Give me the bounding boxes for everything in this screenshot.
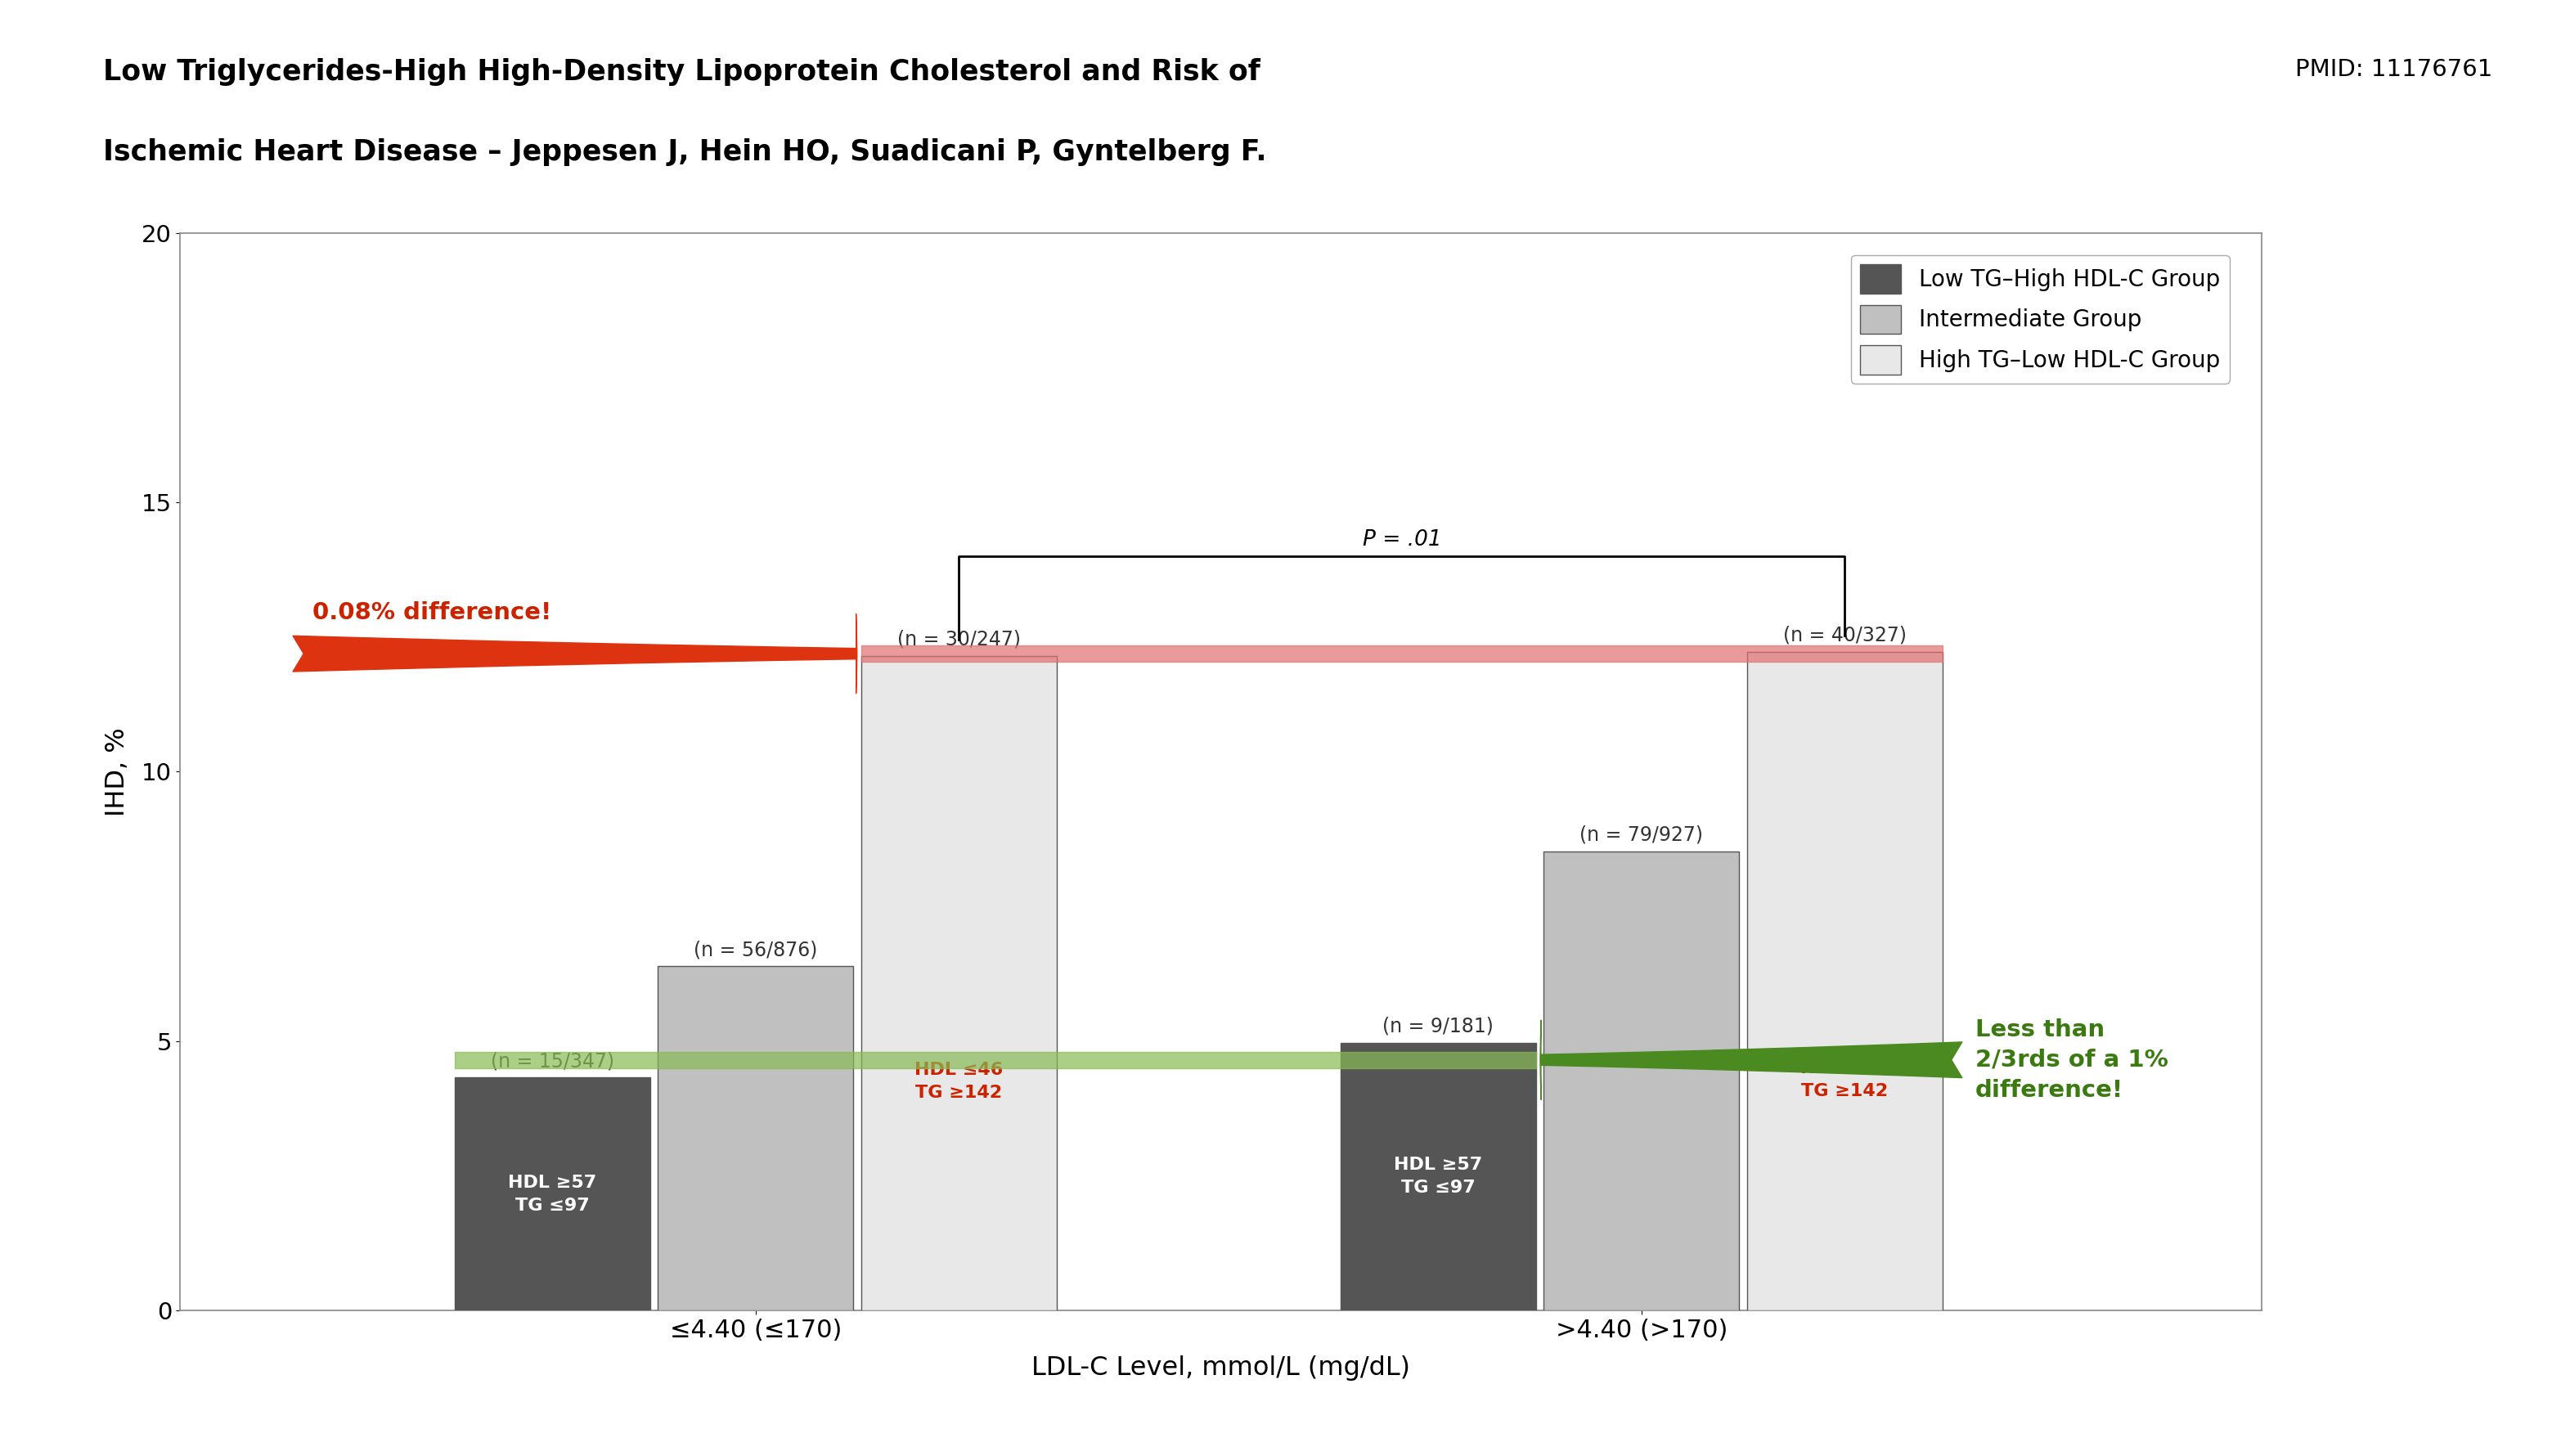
Text: Less than
2/3rds of a 1%
difference!: Less than 2/3rds of a 1% difference!	[1976, 1018, 2169, 1101]
Text: HDL ≤46
TG ≥142: HDL ≤46 TG ≥142	[1802, 1060, 1889, 1099]
Bar	[1748, 651, 1943, 1310]
Text: Ischemic Heart Disease – Jeppesen J, Hein HO, Suadicani P, Gyntelberg F.: Ischemic Heart Disease – Jeppesen J, Hei…	[103, 138, 1267, 166]
Text: 0.08% difference!: 0.08% difference!	[314, 601, 553, 625]
Text: P = .01: P = .01	[1362, 530, 1442, 550]
Y-axis label: IHD, %: IHD, %	[105, 727, 131, 817]
Text: (n = 40/327): (n = 40/327)	[1784, 626, 1907, 645]
Text: PMID: 11176761: PMID: 11176761	[2295, 58, 2493, 82]
Text: (n = 30/247): (n = 30/247)	[897, 630, 1020, 649]
Bar	[658, 967, 853, 1310]
Text: (n = 9/181): (n = 9/181)	[1383, 1016, 1493, 1037]
Text: (n = 79/927): (n = 79/927)	[1581, 826, 1704, 844]
Text: HDL ≥57
TG ≤97: HDL ≥57 TG ≤97	[509, 1175, 596, 1214]
X-axis label: LDL-C Level, mmol/L (mg/dL): LDL-C Level, mmol/L (mg/dL)	[1031, 1356, 1411, 1382]
Text: HDL ≥57
TG ≤97: HDL ≥57 TG ≤97	[1393, 1158, 1483, 1197]
Text: HDL ≤46
TG ≥142: HDL ≤46 TG ≥142	[915, 1061, 1002, 1101]
Bar	[455, 1077, 650, 1310]
Bar	[1342, 1042, 1537, 1310]
Bar	[861, 655, 1056, 1310]
Legend: Low TG–High HDL-C Group, Intermediate Group, High TG–Low HDL-C Group: Low TG–High HDL-C Group, Intermediate Gr…	[1850, 255, 2228, 383]
Bar	[1545, 852, 1740, 1310]
Text: (n = 15/347): (n = 15/347)	[491, 1051, 614, 1072]
Text: (n = 56/876): (n = 56/876)	[694, 941, 817, 960]
Text: Low Triglycerides-High High-Density Lipoprotein Cholesterol and Risk of: Low Triglycerides-High High-Density Lipo…	[103, 58, 1259, 86]
